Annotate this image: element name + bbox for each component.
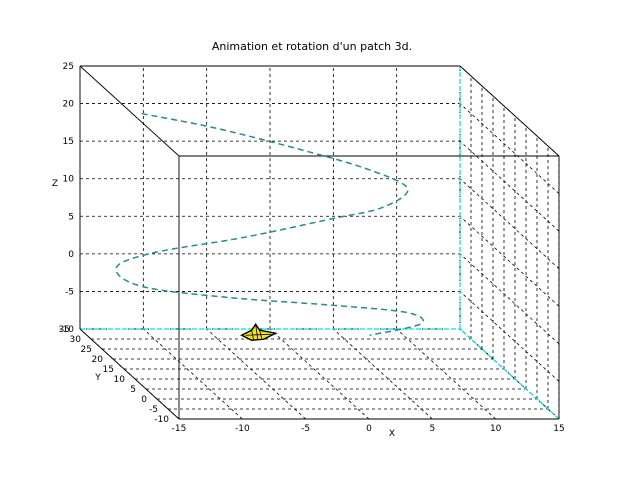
y-tick-label: 15 — [103, 365, 114, 375]
patch-mesh-line — [259, 330, 263, 339]
patch-mesh-line — [255, 324, 259, 340]
x-tick-label: 10 — [490, 424, 502, 434]
y-tick-label: -5 — [149, 405, 158, 415]
y-tick-label: 35 — [59, 325, 70, 335]
top-left-edge — [79, 65, 180, 157]
x-tick-label: -5 — [301, 424, 310, 434]
z-tick-label: -5 — [65, 287, 74, 297]
y-axis-line — [79, 328, 180, 420]
top-right-edge — [459, 65, 560, 157]
y-tick-label: 0 — [141, 395, 147, 405]
z-tick-label: 15 — [63, 137, 74, 147]
floor-gridline-x — [206, 328, 306, 420]
patch-mesh-line — [245, 333, 272, 336]
floor-right-edge — [459, 328, 560, 420]
z-tick-label: 10 — [63, 175, 75, 185]
y-tick-label: 5 — [130, 385, 136, 395]
patch-shape — [240, 322, 278, 341]
y-tick-label: 20 — [92, 355, 104, 365]
patch-object — [240, 322, 278, 341]
floor-gridline-x — [333, 328, 433, 420]
side-gridline-z — [459, 253, 560, 345]
z-tick-label: 5 — [68, 212, 74, 222]
y-tick-label: 30 — [70, 335, 82, 345]
floor-gridline-x — [396, 328, 496, 420]
z-tick-label: 20 — [63, 100, 75, 110]
patch-mesh-line — [251, 330, 255, 341]
y-tick-label: 10 — [114, 375, 126, 385]
series-group — [115, 112, 424, 336]
axes-box — [79, 65, 560, 420]
x-tick-label: -10 — [235, 424, 250, 434]
x-tick-label: 0 — [366, 424, 372, 434]
series-line — [115, 112, 424, 336]
x-tick-label: -15 — [172, 424, 187, 434]
chart-title: Animation et rotation d'un patch 3d. — [212, 40, 412, 53]
tick-labels: -15 -10 -5 0 5 10 15-10-505101520253035-10-505… — [59, 62, 565, 434]
x-tick-label: 5 — [429, 424, 435, 434]
side-gridline-z — [459, 291, 560, 382]
y-tick-label: 25 — [81, 345, 92, 355]
side-gridline-z — [459, 140, 560, 232]
z-tick-label: -10 — [59, 325, 74, 335]
z-tick-label: 0 — [68, 250, 74, 260]
side-gridline-z — [459, 103, 560, 194]
y-tick-label: -10 — [154, 415, 169, 425]
y-axis-label: Y — [94, 373, 101, 383]
side-gridline-z — [459, 215, 560, 307]
z-axis-label: Z — [52, 179, 58, 189]
x-tick-label: 15 — [553, 424, 564, 434]
z-tick-label: 25 — [63, 62, 74, 72]
side-gridline-z — [459, 178, 560, 270]
x-axis-label: X — [389, 429, 395, 439]
floor-gridline-x — [269, 328, 370, 420]
floor-gridline-x — [143, 328, 243, 420]
grid-lines — [79, 65, 560, 420]
